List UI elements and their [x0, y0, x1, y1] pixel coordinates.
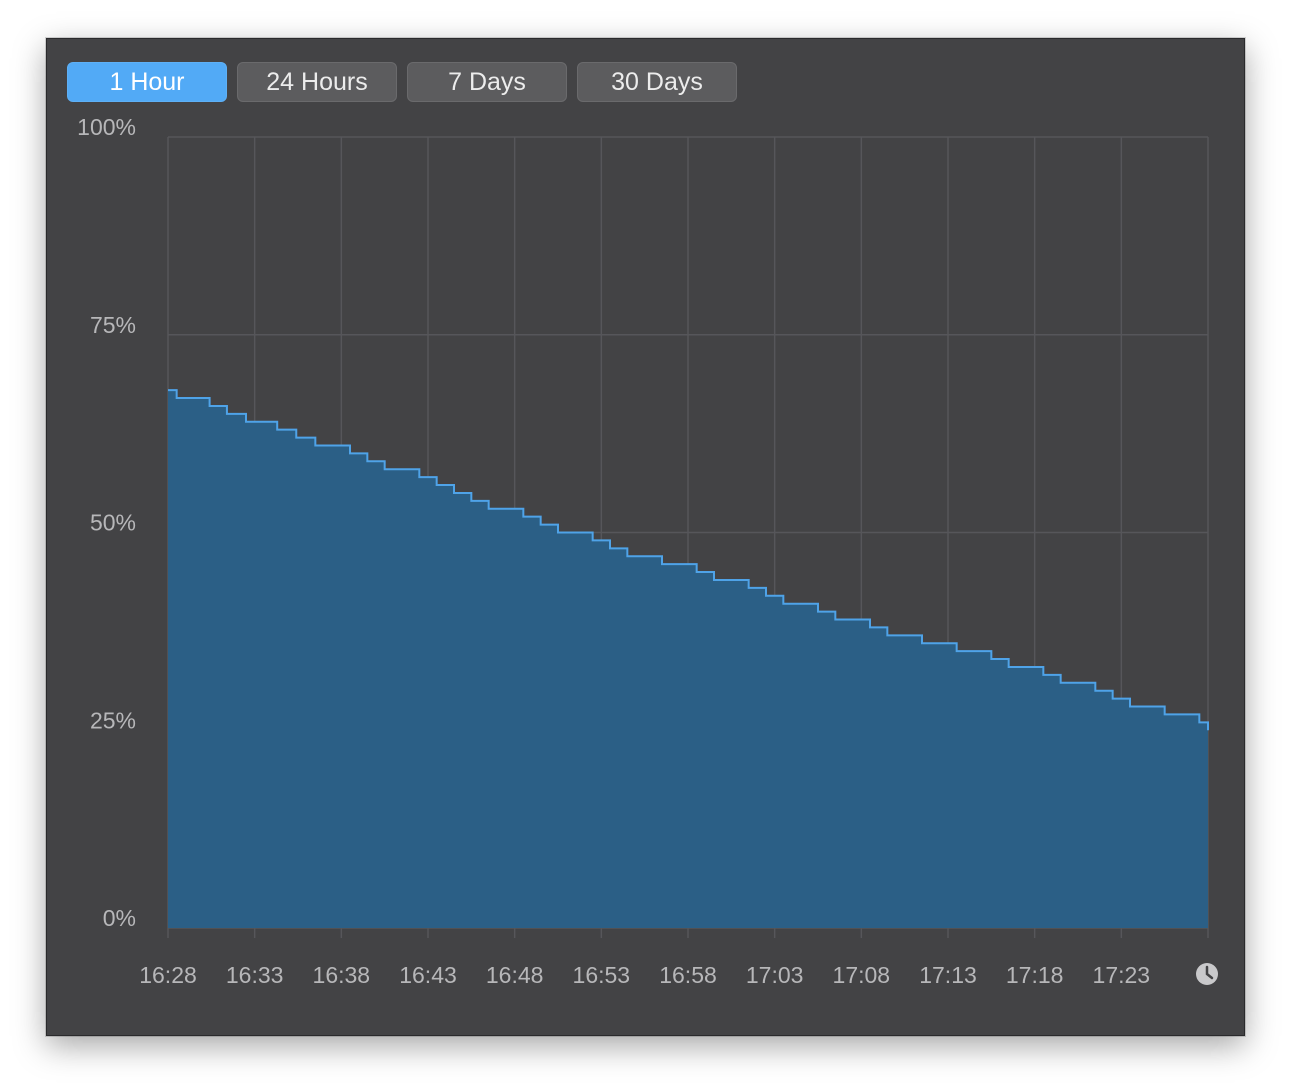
x-tick-label: 17:23: [1093, 962, 1151, 988]
battery-history-window: 1 Hour 24 Hours 7 Days 30 Days 100% 75% 50…: [46, 38, 1245, 1036]
battery-area: [168, 390, 1208, 928]
y-tick-label: 25%: [90, 707, 136, 733]
clock-icon[interactable]: [1196, 963, 1218, 985]
x-tick-label: 16:48: [486, 962, 544, 988]
x-tick-label: 16:53: [573, 962, 631, 988]
x-tick-label: 17:03: [746, 962, 804, 988]
y-tick-label: 50%: [90, 510, 136, 536]
tab-7-days[interactable]: 7 Days: [407, 62, 567, 102]
x-tick-label: 16:43: [399, 962, 457, 988]
y-tick-label: 0%: [103, 905, 136, 931]
tab-1-hour[interactable]: 1 Hour: [67, 62, 227, 102]
x-tick-label: 17:08: [833, 962, 891, 988]
y-tick-label: 100%: [77, 114, 136, 140]
x-tick-label: 16:58: [659, 962, 717, 988]
time-range-tabs: 1 Hour 24 Hours 7 Days 30 Days: [67, 62, 737, 102]
x-tick-label: 17:13: [919, 962, 977, 988]
x-tick-label: 16:38: [313, 962, 371, 988]
tab-24-hours[interactable]: 24 Hours: [237, 62, 397, 102]
battery-level-chart: 100% 75% 50% 25% 0% 16:28 16:33 16:38 16:43 16:48…: [77, 114, 1218, 988]
x-tick-label: 17:18: [1006, 962, 1064, 988]
y-tick-label: 75%: [90, 312, 136, 338]
x-tick-label: 16:33: [226, 962, 284, 988]
battery-line: [168, 389, 1209, 731]
tab-30-days[interactable]: 30 Days: [577, 62, 737, 102]
x-tick-label: 16:28: [139, 962, 197, 988]
